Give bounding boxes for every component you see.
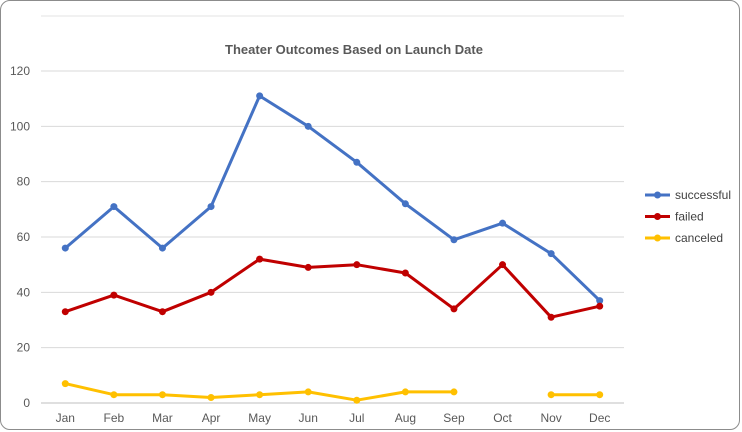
series-failed (61, 255, 604, 321)
legend-marker (654, 213, 661, 220)
data-point (304, 388, 312, 396)
data-point (304, 122, 312, 130)
data-point (596, 297, 604, 305)
y-tick-label: 0 (23, 396, 30, 410)
data-point (499, 219, 507, 227)
y-tick-label: 120 (10, 64, 30, 78)
data-point (353, 261, 361, 269)
y-axis: 0 20 40 60 80 100 120 (10, 64, 30, 410)
data-point (61, 380, 69, 388)
data-point (110, 203, 118, 211)
data-point (450, 236, 458, 244)
data-point (353, 158, 361, 166)
x-tick-label: Jul (349, 411, 364, 425)
data-point (207, 288, 215, 296)
x-tick-label: Jun (299, 411, 318, 425)
x-axis: Jan Feb Mar Apr May Jun Jul Aug Sep Oct Nov Dec (56, 411, 611, 425)
data-point (256, 391, 264, 399)
data-point (61, 244, 69, 252)
series-line (63, 257, 602, 319)
y-tick-label: 40 (17, 285, 31, 299)
y-tick-label: 80 (17, 175, 31, 189)
x-tick-label: Sep (443, 411, 465, 425)
data-point (207, 393, 215, 401)
x-tick-label: Mar (152, 411, 173, 425)
legend-marker (654, 234, 661, 242)
gridlines (41, 15, 624, 404)
x-tick-label: Jan (56, 411, 75, 425)
data-point (401, 200, 409, 208)
x-tick-label: Apr (202, 411, 221, 425)
x-tick-label: Dec (589, 411, 610, 425)
data-point (158, 244, 166, 252)
legend-marker (654, 191, 661, 199)
y-tick-label: 100 (10, 119, 30, 133)
data-point (353, 396, 361, 404)
data-point (547, 250, 555, 258)
data-point (207, 203, 215, 211)
data-point (61, 308, 69, 316)
data-point (450, 388, 458, 396)
data-point (450, 305, 458, 313)
data-point (256, 255, 264, 263)
series-canceled (61, 380, 604, 404)
legend[interactable]: successful failed canceled (645, 188, 731, 245)
legend-item-canceled[interactable]: canceled (645, 231, 723, 245)
legend-label: successful (675, 188, 731, 202)
x-tick-label: May (248, 411, 271, 425)
series-lines (61, 92, 604, 404)
data-point (110, 391, 118, 399)
data-point (596, 391, 604, 399)
legend-label: canceled (675, 231, 723, 245)
data-point (158, 391, 166, 399)
data-point (304, 263, 312, 271)
series-successful (61, 92, 604, 305)
x-tick-label: Feb (104, 411, 125, 425)
chart-title: Theater Outcomes Based on Launch Date (225, 42, 483, 57)
x-tick-label: Nov (540, 411, 561, 425)
data-point (499, 261, 507, 269)
data-point (401, 269, 409, 277)
data-point (158, 308, 166, 316)
y-tick-label: 20 (17, 341, 31, 355)
data-point (256, 92, 264, 100)
data-point (110, 291, 118, 299)
legend-item-failed[interactable]: failed (645, 210, 704, 224)
x-tick-label: Aug (395, 411, 416, 425)
legend-label: failed (675, 210, 704, 224)
x-tick-label: Oct (493, 411, 512, 425)
series-line (63, 94, 602, 303)
data-point (547, 313, 555, 321)
y-tick-label: 60 (17, 230, 31, 244)
data-point (401, 388, 409, 396)
data-point (596, 302, 604, 310)
legend-item-successful[interactable]: successful (645, 188, 731, 202)
data-point (547, 391, 555, 399)
